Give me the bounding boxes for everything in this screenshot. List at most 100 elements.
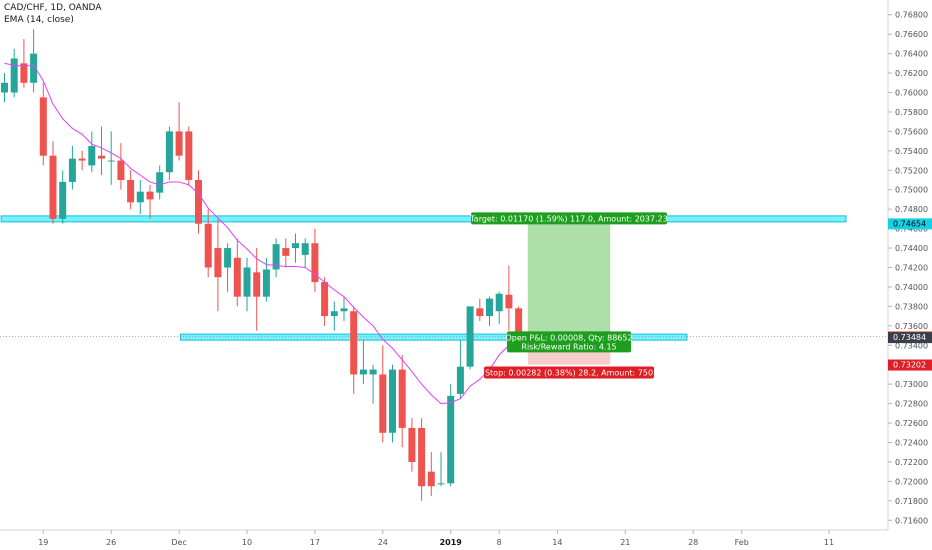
target-label-bg bbox=[471, 212, 668, 225]
candle-body bbox=[127, 180, 135, 203]
x-tick-label: Feb bbox=[735, 538, 749, 547]
candle-body bbox=[321, 282, 329, 317]
y-tick-label: 0.75800 bbox=[895, 108, 928, 117]
lower-support-zone bbox=[180, 333, 688, 341]
candle-body bbox=[165, 131, 173, 173]
y-tick-label: 0.71600 bbox=[895, 516, 928, 525]
x-tick-label: 26 bbox=[106, 538, 116, 547]
entry-label: Open P&L: 0.00008, Qty: 88652Risk/Reward… bbox=[505, 331, 633, 353]
candle-body bbox=[340, 308, 348, 312]
y-tick-label: 0.74400 bbox=[895, 244, 928, 253]
y-tick-label: 0.74000 bbox=[895, 283, 928, 292]
x-tick-label: 17 bbox=[310, 538, 320, 547]
target-label-text: Target: 0.01170 (1.59%) 117.0, Amount: 2… bbox=[469, 214, 668, 223]
candle-body bbox=[369, 369, 377, 375]
candle-body bbox=[253, 272, 261, 297]
candle-body bbox=[301, 243, 309, 255]
candle-body bbox=[262, 269, 270, 297]
x-tick-label: 10 bbox=[242, 538, 252, 547]
candle-body bbox=[175, 131, 183, 156]
y-tick-label: 0.75400 bbox=[895, 147, 928, 156]
candle-body bbox=[195, 180, 202, 224]
candle-body bbox=[30, 53, 38, 83]
y-tick-label: 0.71800 bbox=[895, 497, 928, 506]
y-tick-label: 0.72200 bbox=[895, 458, 928, 467]
y-tick-label: 0.76800 bbox=[895, 11, 928, 20]
target-zone bbox=[527, 223, 611, 337]
ema-legend: EMA (14, close) bbox=[4, 15, 74, 25]
stop-price-tag-text: 0.73202 bbox=[893, 361, 926, 370]
candle-body bbox=[292, 243, 299, 249]
candle-body bbox=[515, 308, 523, 336]
candle-body bbox=[156, 172, 164, 193]
y-tick-label: 0.76600 bbox=[895, 30, 928, 39]
x-tick-label: 19 bbox=[38, 538, 48, 547]
candle-body bbox=[49, 155, 57, 219]
y-tick-label: 0.75200 bbox=[895, 166, 928, 175]
y-tick-label: 0.72400 bbox=[895, 439, 928, 448]
candle-body bbox=[136, 191, 144, 203]
y-tick-label: 0.76400 bbox=[895, 50, 928, 59]
stop-label: Stop: 0.00282 (0.38%) 28.2, Amount: 750 bbox=[484, 366, 655, 379]
upper-resistance-zone bbox=[0, 215, 847, 223]
zone-price-tag-text: 0.73484 bbox=[893, 333, 926, 342]
position-labels: Target: 0.01170 (1.59%) 117.0, Amount: 2… bbox=[469, 212, 668, 379]
candle-body bbox=[117, 160, 125, 180]
candle-body bbox=[505, 294, 513, 309]
y-tick-label: 0.73800 bbox=[895, 302, 928, 311]
candle-body bbox=[1, 82, 8, 93]
target-price-tag-bg bbox=[888, 218, 932, 230]
entry-label-bg bbox=[507, 331, 632, 353]
y-tick-label: 0.76200 bbox=[895, 69, 928, 78]
y-tick-label: 0.75000 bbox=[895, 186, 928, 195]
candle-body bbox=[418, 427, 426, 487]
candle-body bbox=[437, 483, 445, 485]
candle-body bbox=[330, 311, 338, 317]
zone-price-tag: 0.73484 bbox=[888, 332, 932, 344]
candle-body bbox=[204, 223, 212, 268]
candle-body bbox=[243, 267, 251, 297]
candle-body bbox=[233, 257, 241, 297]
y-tick-label: 0.72000 bbox=[895, 477, 928, 486]
symbol-title: CAD/CHF, 1D, OANDA bbox=[4, 3, 102, 13]
candle-body bbox=[78, 158, 86, 161]
candle-body bbox=[88, 145, 96, 166]
ema-layer bbox=[4, 62, 519, 405]
x-tick-label: 11 bbox=[824, 538, 834, 547]
y-tick-label: 0.73400 bbox=[895, 341, 928, 350]
candle-body bbox=[408, 427, 416, 462]
candle-body bbox=[447, 395, 455, 484]
ema-line bbox=[4, 62, 519, 405]
x-tick-label: Dec bbox=[171, 538, 186, 547]
candle-body bbox=[398, 369, 406, 428]
candle-body bbox=[466, 306, 474, 367]
candle-body bbox=[59, 181, 67, 219]
candle-body bbox=[476, 308, 484, 317]
candle-body bbox=[379, 374, 387, 433]
candle-body bbox=[20, 63, 28, 83]
candle-body bbox=[146, 191, 154, 200]
candle-body bbox=[495, 293, 503, 312]
position-tool[interactable] bbox=[0, 223, 888, 365]
x-tick-label: 24 bbox=[378, 538, 388, 547]
x-tick-label: 2019 bbox=[440, 538, 463, 547]
entry-pnl-text: Open P&L: 0.00008, Qty: 88652 bbox=[505, 333, 632, 342]
candle-body bbox=[214, 248, 222, 278]
stop-label-text: Stop: 0.00282 (0.38%) 28.2, Amount: 750 bbox=[485, 369, 653, 378]
y-tick-label: 0.73000 bbox=[895, 380, 928, 389]
y-tick-label: 0.73600 bbox=[895, 322, 928, 331]
x-tick-label: 8 bbox=[497, 538, 502, 547]
y-tick-label: 0.76000 bbox=[895, 89, 928, 98]
candle-body bbox=[350, 311, 358, 375]
stop-label-bg bbox=[484, 366, 655, 379]
candle-body bbox=[68, 158, 76, 182]
candle-body bbox=[427, 471, 435, 487]
y-tick-label: 0.74800 bbox=[895, 205, 928, 214]
y-tick-label: 0.72600 bbox=[895, 419, 928, 428]
y-tick-label: 0.74200 bbox=[895, 264, 928, 273]
candle-body bbox=[272, 244, 280, 270]
candle-body bbox=[39, 97, 47, 156]
entry-rr-text: Risk/Reward Ratio: 4.15 bbox=[521, 342, 616, 351]
